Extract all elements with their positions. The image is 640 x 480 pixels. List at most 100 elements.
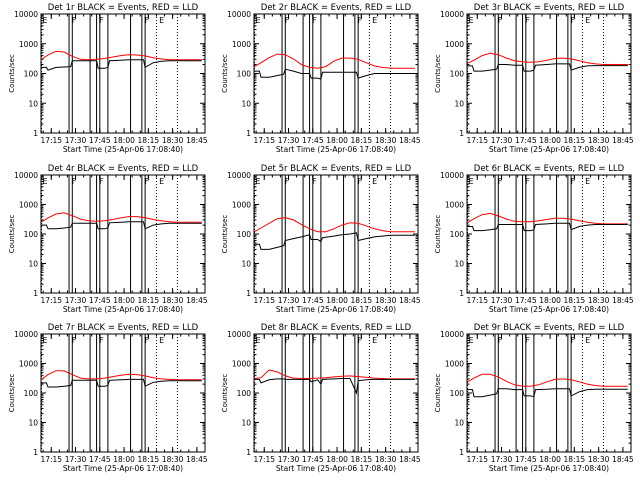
y-tick-label: 10 bbox=[28, 99, 38, 108]
y-axis-label: Counts/sec bbox=[434, 54, 442, 93]
x-tick-label: 17:15 bbox=[253, 455, 275, 464]
flag-label: F bbox=[99, 336, 104, 345]
chart-panel-8: Det 8r BLACK = Events, RED = LLD 1 10 100 10… bbox=[221, 323, 421, 473]
flag-label: F bbox=[498, 336, 503, 345]
x-tick-label: 18:15 bbox=[351, 455, 373, 464]
y-tick-label: 100 bbox=[237, 389, 252, 398]
y-tick-label: 1000 bbox=[445, 360, 464, 369]
y-tick-label: 1 bbox=[33, 129, 38, 138]
y-tick-label: 1000 bbox=[19, 40, 38, 49]
x-tick-label: 18:30 bbox=[588, 296, 610, 305]
flag-label: F bbox=[72, 336, 77, 345]
red-series-line bbox=[41, 212, 202, 223]
x-tick-label: 17:45 bbox=[515, 136, 537, 145]
black-series-line bbox=[254, 378, 415, 395]
y-axis-label: Counts/sec bbox=[221, 54, 229, 93]
x-tick-label: 17:30 bbox=[278, 296, 300, 305]
y-axis-label: Counts/sec bbox=[221, 374, 229, 413]
black-series-line bbox=[254, 68, 415, 80]
plot-frame bbox=[40, 13, 206, 134]
chart-title: Det 2r BLACK = Events, RED = LLD bbox=[261, 3, 412, 13]
flag-label: F bbox=[525, 336, 530, 345]
y-axis-label: Counts/sec bbox=[434, 374, 442, 413]
x-tick-label: 17:15 bbox=[253, 136, 275, 145]
flag-label: F bbox=[72, 16, 77, 25]
red-series-line bbox=[254, 217, 415, 233]
x-axis-label: Start Time (25-Apr-06 17:08:40) bbox=[63, 464, 183, 473]
y-tick-label: 1000 bbox=[232, 360, 251, 369]
y-tick-label: 1 bbox=[246, 129, 251, 138]
flag-label: E bbox=[256, 177, 261, 186]
y-tick-label: 1000 bbox=[19, 360, 38, 369]
flag-label: E bbox=[43, 16, 48, 25]
x-tick-label: 18:30 bbox=[588, 136, 610, 145]
y-tick-label: 1 bbox=[33, 289, 38, 298]
x-tick-label: 17:15 bbox=[466, 455, 488, 464]
chart-panel-1: Det 1r BLACK = Events, RED = LLD 1 10 100 10… bbox=[8, 3, 208, 154]
y-tick-label: 1 bbox=[33, 448, 38, 457]
x-tick-label: 17:30 bbox=[278, 136, 300, 145]
x-tick-label: 18:45 bbox=[612, 296, 634, 305]
black-series-line bbox=[41, 59, 202, 71]
flag-label: E bbox=[372, 177, 377, 186]
x-tick-label: 18:45 bbox=[612, 136, 634, 145]
y-tick-label: 100 bbox=[237, 230, 252, 239]
x-tick-label: 18:15 bbox=[351, 296, 373, 305]
x-tick-label: 18:15 bbox=[564, 455, 586, 464]
red-series-line bbox=[254, 369, 415, 380]
x-axis-label: Start Time (25-Apr-06 17:08:40) bbox=[276, 305, 396, 314]
red-series-line bbox=[41, 370, 202, 381]
y-tick-label: 10 bbox=[241, 99, 251, 108]
x-tick-label: 17:15 bbox=[40, 296, 62, 305]
flag-label: F bbox=[285, 336, 290, 345]
flag-label: F bbox=[571, 336, 576, 345]
y-tick-label: 10 bbox=[454, 99, 464, 108]
y-tick-label: 10000 bbox=[440, 10, 464, 19]
flag-label: F bbox=[571, 177, 576, 186]
flag-label: F bbox=[358, 16, 363, 25]
x-tick-label: 18:15 bbox=[564, 296, 586, 305]
flag-label: E bbox=[256, 336, 261, 345]
x-tick-label: 18:30 bbox=[375, 296, 397, 305]
y-tick-label: 1 bbox=[459, 129, 464, 138]
chart-title: Det 6r BLACK = Events, RED = LLD bbox=[474, 164, 625, 174]
y-axis-label: Counts/sec bbox=[434, 215, 442, 254]
x-tick-label: 18:15 bbox=[138, 455, 160, 464]
x-tick-label: 17:15 bbox=[40, 136, 62, 145]
y-tick-label: 100 bbox=[24, 70, 39, 79]
x-tick-label: 18:30 bbox=[162, 136, 184, 145]
black-series-line bbox=[467, 222, 628, 232]
x-tick-label: 18:45 bbox=[186, 136, 208, 145]
flag-label: E bbox=[159, 336, 164, 345]
y-axis-label: Counts/sec bbox=[8, 215, 16, 254]
chart-panel-9: Det 9r BLACK = Events, RED = LLD 1 10 100 10… bbox=[434, 323, 634, 473]
y-tick-label: 10 bbox=[241, 419, 251, 428]
x-tick-label: 17:15 bbox=[40, 455, 62, 464]
x-tick-label: 18:30 bbox=[162, 296, 184, 305]
y-tick-label: 100 bbox=[24, 230, 39, 239]
chart-panel-7: Det 7r BLACK = Events, RED = LLD 1 10 100 10… bbox=[8, 323, 208, 473]
chart-title: Det 7r BLACK = Events, RED = LLD bbox=[48, 323, 199, 333]
flag-label: F bbox=[99, 16, 104, 25]
y-tick-label: 10000 bbox=[14, 330, 38, 339]
flag-label: E bbox=[585, 177, 590, 186]
x-tick-label: 18:15 bbox=[351, 136, 373, 145]
chart-panel-3: Det 3r BLACK = Events, RED = LLD 1 10 100 10… bbox=[434, 3, 634, 154]
y-tick-label: 1 bbox=[246, 448, 251, 457]
y-tick-label: 10000 bbox=[14, 10, 38, 19]
chart-panel-6: Det 6r BLACK = Events, RED = LLD 1 10 100 10… bbox=[434, 164, 634, 314]
y-tick-label: 10000 bbox=[440, 171, 464, 180]
flag-label: F bbox=[498, 16, 503, 25]
chart-panel-4: Det 4r BLACK = Events, RED = LLD 1 10 100 10… bbox=[8, 164, 208, 314]
y-tick-label: 10 bbox=[454, 419, 464, 428]
flag-label: F bbox=[358, 336, 363, 345]
flag-label: F bbox=[285, 177, 290, 186]
x-tick-label: 18:00 bbox=[539, 136, 561, 145]
y-tick-label: 1 bbox=[459, 289, 464, 298]
x-tick-label: 17:45 bbox=[89, 455, 111, 464]
flag-label: F bbox=[72, 177, 77, 186]
x-tick-label: 18:00 bbox=[113, 136, 135, 145]
black-series-line bbox=[467, 63, 628, 72]
flag-label: E bbox=[159, 177, 164, 186]
x-tick-label: 17:15 bbox=[253, 296, 275, 305]
